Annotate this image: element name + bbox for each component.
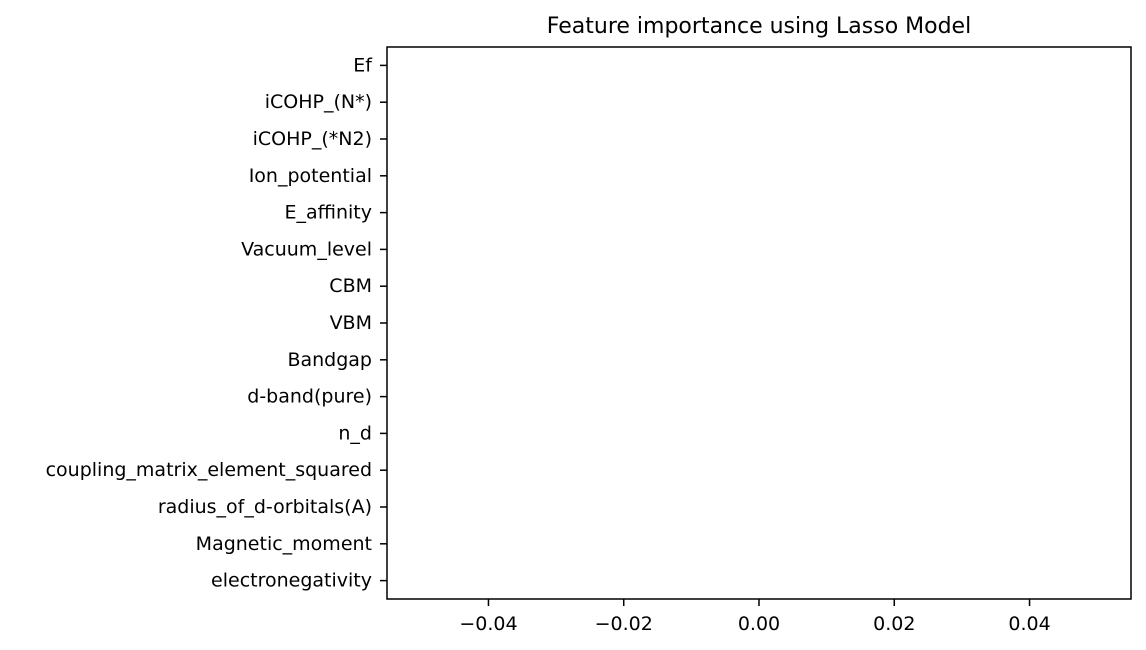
y-tick-label: d-band(pure) [247, 386, 372, 408]
y-tick-label: iCOHP_(N*) [265, 91, 372, 113]
plot-area-frame [386, 46, 1132, 600]
y-tick-label: n_d [338, 422, 372, 444]
y-tick-label: Magnetic_moment [196, 533, 372, 555]
y-tick-label: coupling_matrix_element_squared [46, 459, 372, 481]
y-tick-label: Vacuum_level [241, 238, 372, 260]
y-tick-label: VBM [330, 312, 372, 334]
y-axis: electronegativity Magnetic_moment radius_o… [46, 54, 387, 592]
chart-title: Feature importance using Lasso Model [547, 14, 971, 39]
y-tick-label: Ef [353, 54, 373, 76]
y-tick-label: CBM [329, 275, 372, 297]
y-tick-label: Bandgap [287, 349, 372, 371]
x-tick-label: −0.04 [459, 613, 517, 635]
x-tick-label: −0.02 [595, 613, 653, 635]
y-tick-label: Ion_potential [249, 165, 372, 187]
y-tick-label: radius_of_d-orbitals(A) [158, 496, 372, 518]
x-tick-label: 0.02 [873, 613, 915, 635]
y-tick-label: electronegativity [211, 570, 372, 592]
y-tick-label: iCOHP_(*N2) [253, 128, 372, 150]
x-tick-label: 0.00 [738, 613, 780, 635]
x-axis: −0.04 −0.02 0.00 0.02 0.04 [459, 599, 1051, 635]
x-tick-label: 0.04 [1008, 613, 1050, 635]
y-tick-label: E_affinity [284, 202, 372, 224]
